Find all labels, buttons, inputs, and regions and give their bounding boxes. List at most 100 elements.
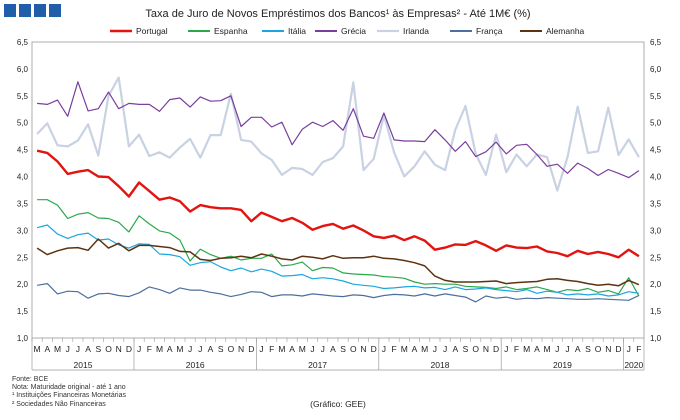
month-label: D — [493, 344, 499, 354]
y-tick-label-right: 2,0 — [650, 280, 662, 289]
y-tick-label-right: 6,0 — [650, 65, 662, 74]
month-label: S — [218, 344, 224, 354]
month-label: S — [585, 344, 591, 354]
year-label: 2019 — [553, 360, 572, 370]
month-label: J — [198, 344, 202, 354]
note-ifm: ¹ Instituições Financeiras Monetárias — [12, 392, 126, 399]
month-label: A — [208, 344, 214, 354]
y-tick-label-right: 5,5 — [650, 92, 662, 101]
note-maturity: Nota: Maturidade original - até 1 ano — [12, 384, 126, 391]
month-label: J — [259, 344, 263, 354]
year-label: 2015 — [74, 360, 93, 370]
y-tick-label: 5,0 — [17, 119, 29, 128]
note-source: Fonte: BCE — [12, 376, 49, 383]
month-label: J — [382, 344, 386, 354]
month-label: M — [523, 344, 530, 354]
month-label: A — [85, 344, 91, 354]
month-label: M — [54, 344, 61, 354]
month-label: A — [452, 344, 458, 354]
month-label: A — [167, 344, 173, 354]
month-label: F — [147, 344, 152, 354]
month-label: J — [443, 344, 447, 354]
y-tick-label: 4,0 — [17, 173, 29, 182]
year-label: 2018 — [431, 360, 450, 370]
note-snf: ² Sociedades Não Financeiras — [12, 401, 106, 408]
y-axis-right: 1,0 1,5 2,0 2,5 3,0 3,5 4,0 4,5 5,0 5,5 6,0 6,5 — [650, 38, 662, 343]
y-tick-label: 3,5 — [17, 199, 29, 208]
month-label: A — [330, 344, 336, 354]
month-label: N — [360, 344, 366, 354]
y-tick-label: 5,5 — [17, 92, 29, 101]
legend-label: Itália — [288, 26, 306, 36]
month-label: M — [34, 344, 41, 354]
legend-label: Portugal — [136, 26, 168, 36]
month-label: O — [350, 344, 357, 354]
legend-label: França — [476, 26, 503, 36]
y-tick-label-right: 3,5 — [650, 199, 662, 208]
month-label: N — [483, 344, 489, 354]
footnotes: Fonte: BCE Nota: Maturidade original - a… — [12, 376, 126, 408]
legend-label: Grécia — [341, 26, 366, 36]
y-tick-label-right: 5,0 — [650, 119, 662, 128]
chart-credit: (Gráfico: GEE) — [310, 399, 366, 409]
logo — [4, 4, 61, 17]
month-label: J — [627, 344, 631, 354]
legend: Portugal Espanha Itália Grécia Irlanda França… — [110, 26, 585, 36]
legend-label: Espanha — [214, 26, 248, 36]
month-label: D — [615, 344, 621, 354]
month-label: J — [310, 344, 314, 354]
y-tick-label: 2,0 — [17, 280, 29, 289]
month-label: A — [412, 344, 418, 354]
month-label: M — [421, 344, 428, 354]
month-label: D — [248, 344, 254, 354]
y-tick-label: 6,0 — [17, 65, 29, 74]
month-label: J — [565, 344, 569, 354]
month-label: S — [340, 344, 346, 354]
year-label: 2017 — [308, 360, 327, 370]
month-label: J — [76, 344, 80, 354]
month-label: N — [605, 344, 611, 354]
month-label: M — [544, 344, 551, 354]
month-label: M — [401, 344, 408, 354]
month-label: N — [238, 344, 244, 354]
series-lines — [36, 76, 640, 303]
series-line-irlanda — [36, 76, 640, 192]
y-tick-label-right: 4,5 — [650, 146, 662, 155]
month-label: O — [228, 344, 235, 354]
y-tick-label: 3,0 — [17, 226, 29, 235]
month-label: J — [66, 344, 70, 354]
month-label: M — [299, 344, 306, 354]
y-tick-label-right: 2,5 — [650, 253, 662, 262]
year-label: 2016 — [186, 360, 205, 370]
y-tick-label: 2,5 — [17, 253, 29, 262]
month-label: J — [137, 344, 141, 354]
y-axis-left: 1,0 1,5 2,0 2,5 3,0 3,5 4,0 4,5 5,0 5,5 6,0 6,5 — [17, 38, 29, 343]
y-tick-label-right: 1,0 — [650, 334, 662, 343]
month-label: J — [504, 344, 508, 354]
y-tick-label: 1,0 — [17, 334, 29, 343]
y-tick-label: 6,5 — [17, 38, 29, 47]
month-label: A — [575, 344, 581, 354]
series-line-grécia — [37, 81, 640, 179]
y-tick-label-right: 4,0 — [650, 173, 662, 182]
month-label: F — [514, 344, 519, 354]
month-label: A — [534, 344, 540, 354]
y-tick-label: 4,5 — [17, 146, 29, 155]
legend-label: Alemanha — [546, 26, 585, 36]
month-label: S — [95, 344, 101, 354]
series-line-alemanha — [36, 238, 640, 287]
month-label: O — [595, 344, 602, 354]
month-label: D — [371, 344, 377, 354]
month-label: F — [269, 344, 274, 354]
y-tick-label-right: 1,5 — [650, 307, 662, 316]
month-label: A — [289, 344, 295, 354]
month-label: D — [126, 344, 132, 354]
month-label: S — [463, 344, 469, 354]
month-label: M — [278, 344, 285, 354]
y-tick-label: 1,5 — [17, 307, 29, 316]
month-label: M — [156, 344, 163, 354]
month-label: M — [176, 344, 183, 354]
month-label: F — [391, 344, 396, 354]
